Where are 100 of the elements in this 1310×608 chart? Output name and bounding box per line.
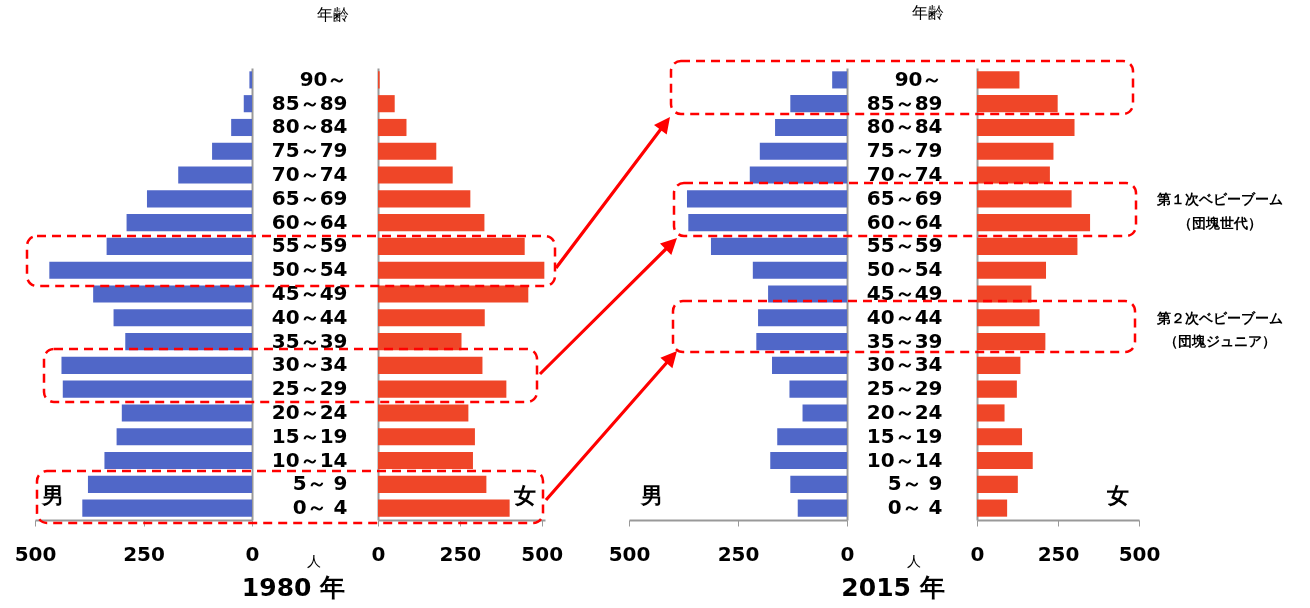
y-tick-label: 20～24 [271, 399, 348, 424]
x-tick-label: 250 [439, 541, 482, 566]
x-tick-label: 0 [371, 541, 386, 566]
bar [62, 380, 252, 398]
bar [977, 333, 1046, 351]
bar [378, 404, 469, 422]
y-tick-label: 50～54 [866, 257, 943, 282]
y-tick-label: 80～84 [866, 114, 943, 139]
bar [93, 285, 252, 303]
y-tick-label: 35～39 [271, 328, 348, 353]
y-tick-label: 85～89 [271, 90, 348, 115]
text: 1980 年 [241, 573, 346, 602]
bar [977, 237, 1078, 255]
bar [106, 237, 252, 255]
y-axis-title: 年齢 [911, 2, 944, 22]
bar [113, 309, 252, 327]
x-tick-label: 250 [1037, 541, 1080, 566]
x-tick-label: 250 [123, 541, 165, 566]
bar [775, 118, 847, 137]
bar [977, 285, 1032, 303]
y-tick-label: 50～54 [271, 257, 348, 282]
bar [710, 237, 847, 255]
bar [752, 261, 847, 279]
y-tick-label: 65～69 [866, 185, 943, 210]
bar [378, 285, 529, 303]
y-tick-label: 70～74 [866, 162, 943, 187]
x-tick-label: 0 [970, 541, 985, 566]
y-tick-label: 45～49 [271, 281, 348, 305]
text: 第２次ベビーブーム [1156, 310, 1283, 326]
y-tick-label: 35～39 [866, 328, 943, 353]
bar [749, 166, 847, 184]
bar [378, 333, 462, 351]
bar [378, 309, 485, 327]
x-tick-label: 500 [608, 541, 651, 566]
bar [977, 475, 1018, 493]
y-tick-label: 0～ 4 [887, 495, 943, 520]
bar [977, 309, 1040, 327]
text: 第１次ベビーブーム [1156, 191, 1283, 207]
bar [797, 499, 847, 517]
bar [378, 95, 395, 113]
y-tick-label: 40～44 [866, 304, 943, 329]
x-axis-title: 人 [306, 552, 321, 569]
bar [378, 214, 485, 232]
y-tick-label: 85～89 [866, 90, 943, 115]
text: （団塊ジュニア） [1164, 333, 1276, 349]
text: 男 [640, 483, 663, 508]
y-tick-label: 10～14 [271, 447, 348, 472]
bar [87, 475, 252, 493]
bar [977, 499, 1008, 517]
bar [789, 380, 847, 398]
bar [378, 380, 507, 398]
y-tick-label: 55～59 [866, 233, 943, 258]
x-axis-title: 人 [906, 552, 921, 569]
bar [378, 166, 453, 184]
text: （団塊世代） [1178, 215, 1262, 231]
bar [768, 285, 847, 303]
y-tick-label: 20～24 [866, 399, 943, 424]
bar [49, 261, 252, 279]
series-label: 男 [41, 483, 64, 508]
bar [756, 333, 847, 351]
y-tick-label: 90～ [894, 66, 943, 91]
text: 女 [1106, 483, 1129, 508]
x-tick-label: 0 [245, 541, 260, 566]
series-label: 女 [513, 483, 536, 508]
bar [802, 404, 847, 422]
x-tick-label: 500 [1118, 541, 1161, 566]
bar [82, 499, 252, 517]
bar [977, 95, 1058, 113]
bar [772, 356, 847, 374]
bar [378, 451, 473, 470]
bar [977, 404, 1005, 422]
y-tick-label: 45～49 [866, 281, 943, 305]
bar [126, 214, 252, 232]
bar [178, 166, 252, 184]
bar [378, 475, 487, 493]
y-tick-label: 75～79 [866, 138, 943, 163]
bar [378, 190, 471, 208]
bar [790, 475, 847, 493]
bar [832, 71, 847, 89]
bar [790, 95, 847, 113]
bar [686, 190, 847, 208]
bar [378, 237, 525, 255]
y-tick-label: 75～79 [271, 138, 348, 163]
bar [770, 451, 847, 470]
bar [977, 142, 1054, 160]
text: 2015 年 [841, 573, 945, 602]
y-tick-label: 60～64 [271, 209, 348, 234]
bar [378, 356, 483, 374]
y-tick-label: 10～14 [866, 447, 943, 472]
bar [977, 118, 1075, 137]
bar [977, 261, 1047, 279]
bar [759, 142, 847, 160]
bar [121, 404, 252, 422]
bar [977, 428, 1023, 446]
bar [378, 118, 407, 137]
y-tick-label: 25～29 [271, 376, 348, 401]
bar [977, 71, 1020, 89]
bar [146, 190, 252, 208]
bar [378, 142, 437, 160]
bar [977, 451, 1033, 470]
